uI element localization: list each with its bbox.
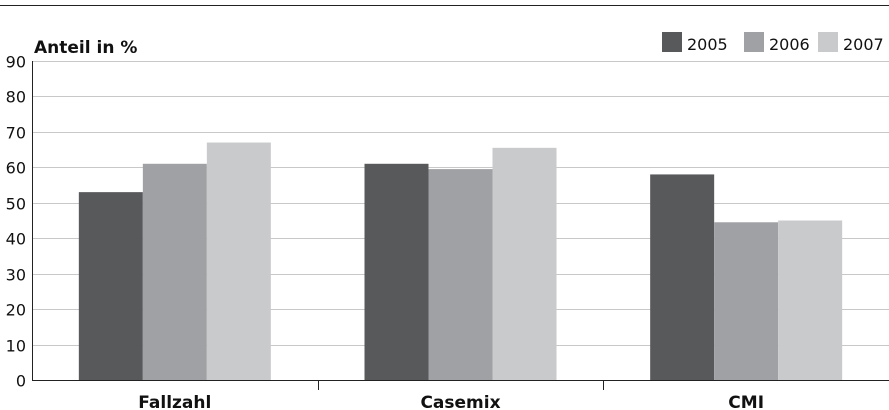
legend: 2005 2006 2007 (662, 32, 884, 54)
y-tick-label: 80 (6, 88, 26, 107)
y-tick-label: 20 (6, 301, 26, 320)
legend-swatch (744, 32, 764, 52)
y-tick-label: 60 (6, 159, 26, 178)
y-tick-label: 0 (16, 372, 26, 391)
bar (142, 163, 207, 380)
legend-label: 2005 (687, 35, 728, 54)
legend-label: 2007 (843, 35, 884, 54)
bars (78, 142, 843, 380)
y-tick-label: 50 (6, 195, 26, 214)
bar (492, 147, 557, 380)
bar (714, 222, 779, 380)
bar (428, 169, 493, 380)
legend-swatch (818, 32, 838, 52)
x-category-label: Casemix (420, 393, 500, 410)
bar (778, 220, 843, 380)
y-tick-label: 70 (6, 124, 26, 143)
x-category-label: CMI (728, 393, 764, 410)
x-category-label: Fallzahl (138, 393, 211, 410)
bar (78, 192, 143, 380)
y-tick-label: 10 (6, 337, 26, 356)
legend-swatch (662, 32, 682, 52)
y-tick-label: 30 (6, 266, 26, 285)
bar (206, 142, 271, 380)
bar (364, 163, 429, 380)
y-tick-label: 40 (6, 230, 26, 249)
bar (650, 174, 715, 380)
axes: 0 10 20 30 40 50 60 70 80 90 Fallzahl Casemix CMI (6, 53, 889, 410)
y-axis-label: Anteil in % (34, 38, 137, 58)
y-tick-label: 90 (6, 53, 26, 72)
legend-label: 2006 (769, 35, 810, 54)
